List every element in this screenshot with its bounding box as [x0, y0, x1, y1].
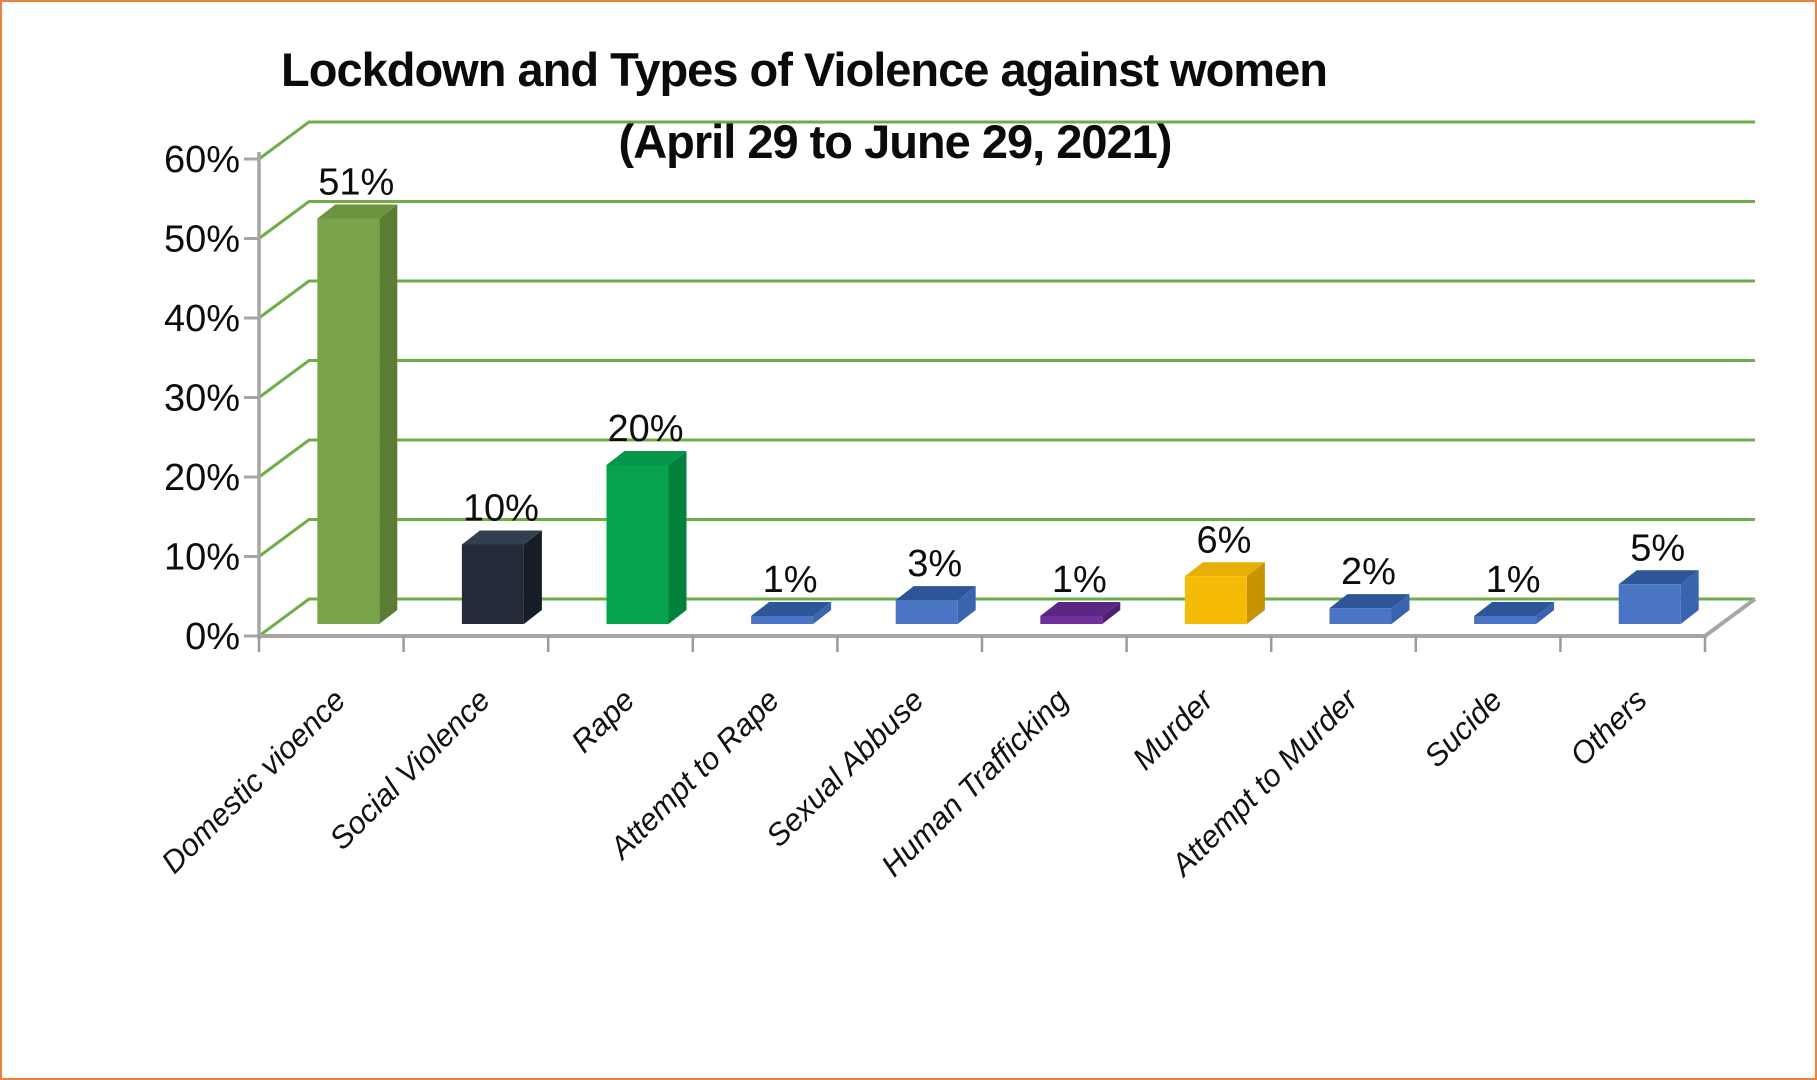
y-tick-label-60pct: 60% [164, 139, 240, 181]
value-label-human-trafficking: 1% [1052, 559, 1107, 601]
y-tick-label-40pct: 40% [164, 298, 240, 340]
value-label-murder: 6% [1196, 519, 1251, 561]
bar-top-face-others [1618, 570, 1699, 585]
bar-front-face-sexual-abbuse [895, 600, 958, 624]
gridline-20pct [258, 438, 1755, 479]
bar-domestic-vioence [317, 204, 398, 625]
bar-human-trafficking [1040, 602, 1121, 624]
bar-front-face-rape [606, 465, 669, 624]
bar-attempt-to-rape [751, 602, 832, 624]
bar-top-face-attempt-to-murder [1329, 594, 1410, 609]
bar-front-face-human-trafficking [1040, 616, 1103, 624]
value-label-attempt-to-murder: 2% [1341, 551, 1396, 593]
bar-front-face-murder [1184, 576, 1247, 624]
bar-top-face-attempt-to-rape [751, 602, 832, 617]
bar-top-face-domestic-vioence [317, 204, 398, 219]
chart-subtitle: (April 29 to June 29, 2021) [618, 115, 1173, 168]
value-label-sucide: 1% [1486, 559, 1541, 601]
gridline-10pct [258, 518, 1755, 558]
bar-front-face-attempt-to-murder [1329, 608, 1392, 624]
value-label-rape: 20% [607, 408, 683, 450]
bar-top-face-murder [1184, 562, 1265, 577]
y-tick-label-50pct: 50% [164, 219, 240, 261]
value-label-attempt-to-rape: 1% [763, 559, 818, 601]
bar-front-face-attempt-to-rape [751, 616, 814, 624]
bar-top-face-sucide [1474, 602, 1555, 617]
y-tick-label-20pct: 20% [164, 457, 240, 499]
gridline-30pct [258, 359, 1755, 399]
gridline-50pct [258, 200, 1755, 240]
gridline-0pct [258, 597, 1755, 638]
bar-side-face-attempt-to-rape [813, 602, 832, 624]
bar-attempt-to-murder [1329, 594, 1410, 624]
bar-side-face-domestic-vioence [379, 204, 398, 625]
value-label-others: 5% [1630, 527, 1685, 569]
value-label-sexual-abbuse: 3% [907, 543, 962, 585]
bar-sexual-abbuse [895, 586, 976, 624]
bar-top-face-sexual-abbuse [895, 586, 976, 601]
category-label-murder: Murder [1126, 681, 1221, 776]
value-label-social-violence: 10% [463, 488, 539, 530]
bar-side-face-others [1680, 570, 1699, 624]
bar-social-violence [461, 530, 542, 624]
bar-top-face-social-violence [461, 530, 542, 545]
chart-title: Lockdown and Types of Violence against w… [281, 43, 1328, 96]
bar-top-face-human-trafficking [1040, 602, 1121, 617]
bar-front-face-social-violence [461, 544, 524, 624]
bar-side-face-human-trafficking [1102, 602, 1121, 624]
category-label-sucide: Sucide [1417, 682, 1509, 774]
bar-side-face-social-violence [523, 530, 542, 624]
gridline-40pct [258, 279, 1755, 320]
bar-side-face-sucide [1536, 602, 1555, 624]
bar-side-face-attempt-to-murder [1391, 594, 1410, 624]
bar-front-face-domestic-vioence [317, 218, 380, 625]
bar-others [1618, 570, 1699, 624]
bar-front-face-sucide [1474, 616, 1537, 624]
bar-side-face-sexual-abbuse [957, 586, 976, 624]
y-tick-label-0pct: 0% [185, 616, 240, 658]
category-label-domestic-vioence: Domestic vioence [155, 682, 353, 880]
bar-top-face-rape [606, 451, 687, 465]
gridline-60pct [258, 120, 1755, 161]
category-label-others: Others [1563, 682, 1654, 773]
bar-side-face-murder [1246, 562, 1265, 624]
value-label-domestic-vioence: 51% [318, 162, 394, 204]
bar-rape [606, 451, 687, 624]
bar-front-face-others [1618, 584, 1681, 624]
y-tick-label-30pct: 30% [164, 378, 240, 420]
category-label-rape: Rape [564, 682, 641, 759]
bar-sucide [1474, 602, 1555, 624]
bar-side-face-rape [668, 451, 687, 624]
bar-murder [1184, 562, 1265, 624]
y-tick-label-10pct: 10% [164, 537, 240, 579]
